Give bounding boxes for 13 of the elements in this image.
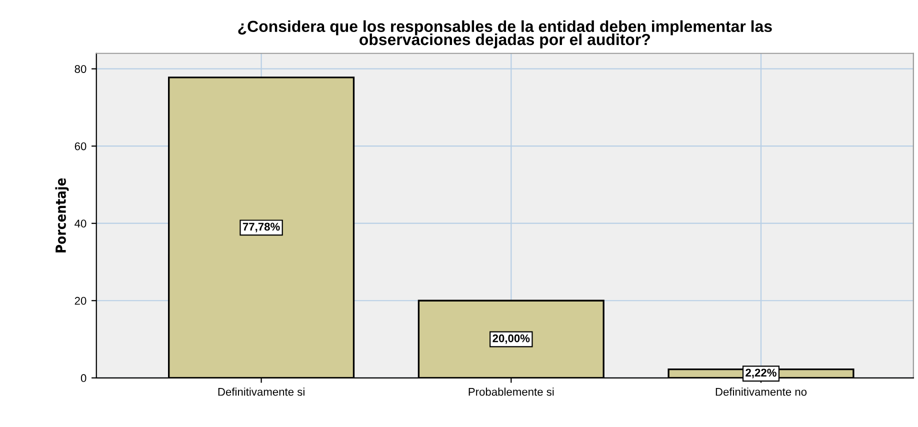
- x-tick-label: Probablemente si: [468, 388, 554, 396]
- y-tick-label: 20: [74, 296, 86, 305]
- data-label: 2,22%: [746, 368, 776, 378]
- data-label: 20,00%: [492, 334, 530, 344]
- data-label: 77,78%: [242, 222, 280, 232]
- y-axis-title: Porcentaje: [55, 178, 69, 252]
- x-tick-label: Definitivamente si: [218, 388, 304, 396]
- y-tick-label: 40: [74, 220, 86, 228]
- x-tick-label: Definitivamente no: [716, 388, 807, 396]
- y-tick-label: 60: [74, 142, 86, 150]
- chart-title: ¿Considera que los responsables de la entidad deben implementar las observaciones dejadas por el auditor?: [238, 20, 772, 48]
- y-tick-label: 0: [80, 374, 86, 382]
- y-tick-label: 80: [74, 65, 86, 73]
